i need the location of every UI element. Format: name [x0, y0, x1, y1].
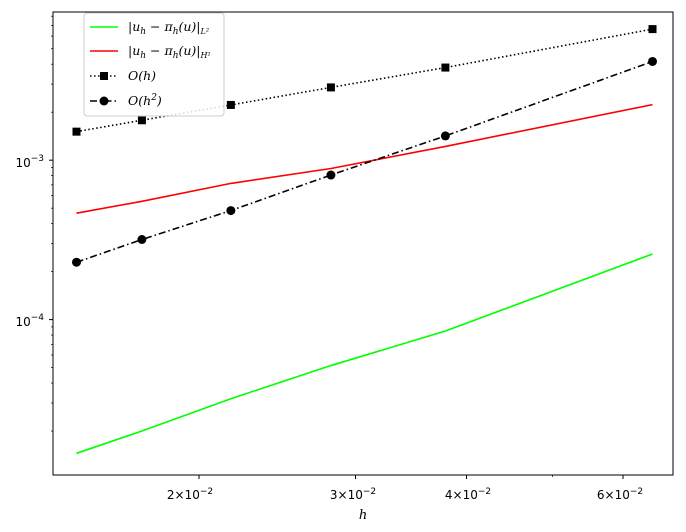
- series-3-point-3: [326, 170, 336, 180]
- x-tick-label-1: 3×10−2: [330, 487, 376, 502]
- y-tick-label-0: 10−4: [15, 313, 44, 329]
- legend-entry-h1: |uh − πh(u)|H¹: [90, 43, 211, 61]
- legend-label-oh: O(h): [128, 68, 156, 83]
- x-tick-label-2: 4×10−2: [445, 487, 491, 502]
- series-layer: [71, 25, 658, 455]
- legend-label-l2: |uh − πh(u)|L²: [128, 19, 209, 37]
- series-2-point-1: [137, 116, 146, 125]
- plot-frame: [52, 11, 674, 476]
- x-tick-label-3: 6×10−2: [597, 487, 643, 502]
- series-2-point-5: [648, 25, 657, 34]
- series-line-3: [76, 60, 653, 263]
- series-3-point-1: [137, 235, 147, 245]
- series-2-point-0: [72, 127, 81, 136]
- legend-entry-l2: |uh − πh(u)|L²: [90, 19, 209, 37]
- series-2-point-3: [326, 83, 335, 92]
- x-axis-label: h: [359, 508, 367, 523]
- legend: |uh − πh(u)|L² |uh − πh(u)|H¹ O(h) O(h2): [83, 12, 225, 117]
- series-3-point-2: [226, 206, 236, 216]
- x-tick-label-0: 2×10−2: [167, 487, 213, 502]
- y-tick-label-1: 10−3: [15, 154, 44, 170]
- legend-marker-oh: [100, 72, 108, 80]
- series-3-point-0: [71, 257, 81, 267]
- legend-marker-oh2: [99, 96, 109, 106]
- series-2-point-4: [441, 63, 450, 72]
- series-line-0: [76, 253, 653, 455]
- legend-label-h1: |uh − πh(u)|H¹: [128, 43, 211, 61]
- legend-entry-oh: O(h): [90, 68, 156, 83]
- series-line-1: [76, 103, 653, 214]
- legend-frame: [83, 12, 225, 117]
- legend-label-oh2: O(h2): [128, 93, 162, 108]
- series-3-point-4: [440, 131, 450, 141]
- series-3-point-5: [648, 56, 658, 66]
- series-2-point-2: [226, 100, 235, 109]
